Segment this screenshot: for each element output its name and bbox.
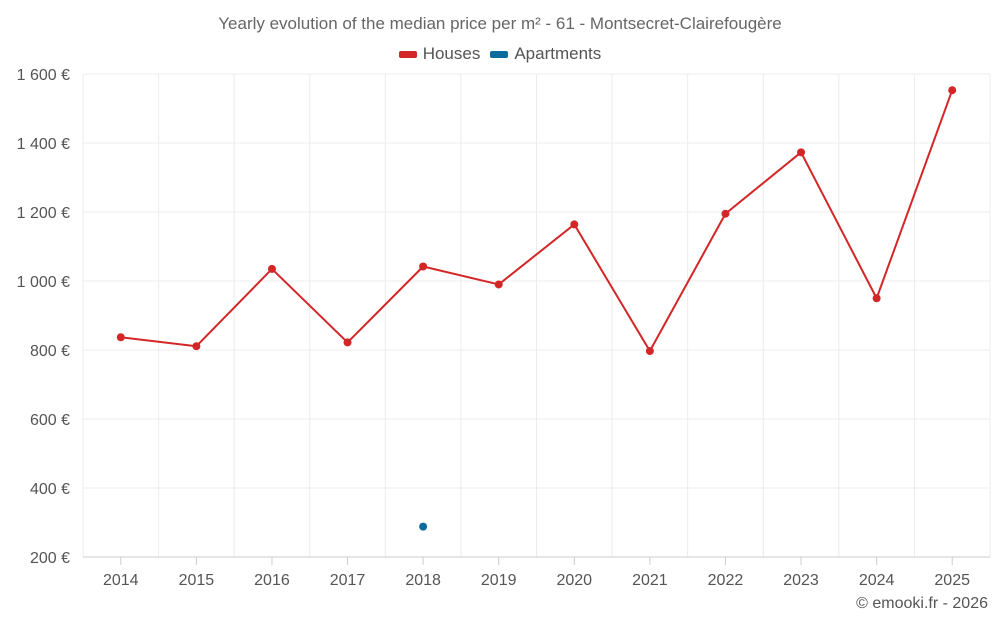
data-point-houses-2014[interactable]	[116, 333, 125, 342]
y-tick-label: 1 400 €	[17, 136, 70, 153]
legend-label-houses: Houses	[422, 44, 481, 63]
credit-text: © emooki.fr - 2026	[856, 595, 988, 612]
data-point-houses-2025[interactable]	[948, 86, 957, 95]
x-tick-label: 2017	[330, 572, 366, 589]
x-tick-label: 2018	[405, 572, 441, 589]
legend-swatch-houses	[398, 50, 417, 58]
x-tick-label: 2022	[708, 572, 744, 589]
x-tick-label: 2023	[783, 572, 819, 589]
x-tick-label: 2019	[481, 572, 517, 589]
data-point-houses-2019[interactable]	[494, 280, 503, 289]
legend-item-apartments[interactable]: Apartments	[490, 44, 601, 64]
chart-title: Yearly evolution of the median price per…	[218, 14, 782, 33]
data-point-houses-2016[interactable]	[267, 264, 276, 273]
legend: Houses Apartments	[0, 44, 1000, 64]
legend-item-houses[interactable]: Houses	[398, 44, 481, 64]
x-tick-label: 2014	[103, 572, 139, 589]
x-tick-label: 2025	[934, 572, 970, 589]
x-tick-label: 2015	[179, 572, 215, 589]
y-tick-label: 1 000 €	[17, 274, 70, 291]
data-point-houses-2022[interactable]	[721, 209, 730, 218]
y-tick-label: 600 €	[30, 412, 70, 429]
x-tick-label: 2024	[859, 572, 895, 589]
data-point-houses-2015[interactable]	[192, 342, 201, 351]
x-tick-label: 2021	[632, 572, 668, 589]
data-point-houses-2021[interactable]	[645, 347, 654, 356]
legend-label-apartments: Apartments	[514, 44, 602, 63]
y-tick-label: 1 600 €	[17, 67, 70, 84]
y-tick-label: 200 €	[30, 550, 70, 567]
y-tick-label: 800 €	[30, 343, 70, 360]
x-tick-label: 2016	[254, 572, 290, 589]
y-tick-label: 1 200 €	[17, 205, 70, 222]
x-tick-label: 2020	[556, 572, 592, 589]
data-point-houses-2017[interactable]	[343, 338, 352, 347]
series-line-houses	[120, 89, 954, 353]
data-point-houses-2018[interactable]	[419, 262, 428, 271]
data-point-houses-2023[interactable]	[797, 148, 806, 157]
y-tick-label: 400 €	[30, 481, 70, 498]
legend-swatch-apartments	[490, 50, 509, 58]
data-point-apartments-2018[interactable]	[419, 522, 428, 531]
data-point-houses-2024[interactable]	[872, 294, 881, 303]
data-point-houses-2020[interactable]	[570, 220, 579, 229]
